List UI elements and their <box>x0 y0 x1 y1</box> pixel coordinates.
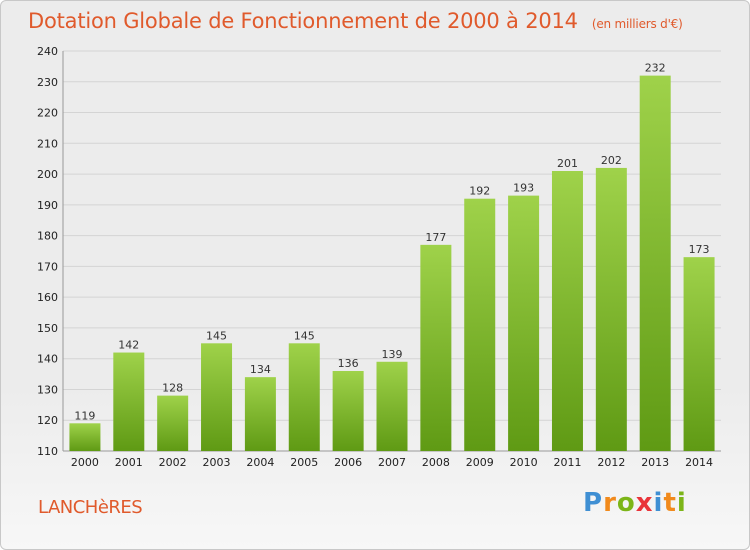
y-tick-label: 120 <box>37 414 58 427</box>
logo-letter: t <box>663 488 677 518</box>
x-tick-label: 2000 <box>71 456 99 469</box>
x-tick-label: 2009 <box>466 456 494 469</box>
y-tick-label: 130 <box>37 383 58 396</box>
bar <box>464 198 496 451</box>
x-tick-label: 2012 <box>597 456 625 469</box>
data-label: 145 <box>294 329 315 342</box>
y-tick-label: 160 <box>37 291 58 304</box>
y-tick-label: 140 <box>37 353 58 366</box>
bar <box>69 423 101 451</box>
bar <box>595 167 627 451</box>
data-label: 139 <box>382 348 403 361</box>
x-tick-label: 2014 <box>685 456 713 469</box>
y-tick-label: 240 <box>37 45 58 58</box>
chart-title: Dotation Globale de Fonctionnement de 20… <box>28 9 683 33</box>
logo-letter: i <box>676 488 687 518</box>
bar <box>244 377 276 451</box>
x-tick-label: 2013 <box>641 456 669 469</box>
commune-name: LANCHèRES <box>38 497 143 518</box>
data-label: 173 <box>689 243 710 256</box>
y-tick-label: 150 <box>37 322 58 335</box>
x-tick-label: 2004 <box>246 456 274 469</box>
bar <box>332 371 364 451</box>
bar <box>683 257 715 451</box>
bar <box>420 244 452 451</box>
labels: 110 120 130 140 150 160 170 180 190 200 210 220 230 2… <box>37 45 713 469</box>
x-tick-label: 2008 <box>422 456 450 469</box>
data-label: 201 <box>557 157 578 170</box>
x-tick-label: 2005 <box>290 456 318 469</box>
y-tick-label: 210 <box>37 137 58 150</box>
logo-letter: i <box>653 488 664 518</box>
bar <box>551 171 583 451</box>
bar <box>639 75 671 451</box>
bar <box>201 343 233 451</box>
data-label: 192 <box>469 185 490 198</box>
logo-letter: o <box>616 488 636 518</box>
y-tick-label: 190 <box>37 199 58 212</box>
x-tick-label: 2002 <box>159 456 187 469</box>
logo-letter: x <box>635 488 654 518</box>
x-tick-label: 2001 <box>115 456 143 469</box>
y-tick-label: 180 <box>37 230 58 243</box>
bar <box>113 352 145 451</box>
x-tick-label: 2003 <box>203 456 231 469</box>
data-label: 145 <box>206 329 227 342</box>
logo-letter: P <box>583 488 604 518</box>
bars <box>69 75 715 451</box>
data-label: 134 <box>250 363 271 376</box>
y-tick-label: 200 <box>37 168 58 181</box>
data-label: 142 <box>118 339 139 352</box>
x-tick-label: 2010 <box>510 456 538 469</box>
data-label: 119 <box>74 409 95 422</box>
x-tick-label: 2006 <box>334 456 362 469</box>
y-tick-label: 170 <box>37 260 58 273</box>
bar <box>376 361 408 451</box>
y-tick-label: 110 <box>37 445 58 458</box>
data-label: 202 <box>601 154 622 167</box>
x-tick-label: 2007 <box>378 456 406 469</box>
data-label: 128 <box>162 382 183 395</box>
data-label: 232 <box>645 62 666 75</box>
chart-title-text: Dotation Globale de Fonctionnement de 20… <box>28 9 578 33</box>
data-label: 193 <box>513 182 534 195</box>
y-tick-label: 220 <box>37 107 58 120</box>
data-label: 177 <box>425 231 446 244</box>
bar <box>157 395 189 451</box>
data-label: 136 <box>338 357 359 370</box>
x-tick-label: 2011 <box>553 456 581 469</box>
logo-letter: r <box>603 488 617 518</box>
chart-subtitle: (en milliers d'€) <box>591 17 683 31</box>
bar <box>508 195 540 451</box>
y-tick-label: 230 <box>37 76 58 89</box>
bar <box>288 343 320 451</box>
proxiti-logo[interactable]: Proxiti <box>583 488 687 518</box>
